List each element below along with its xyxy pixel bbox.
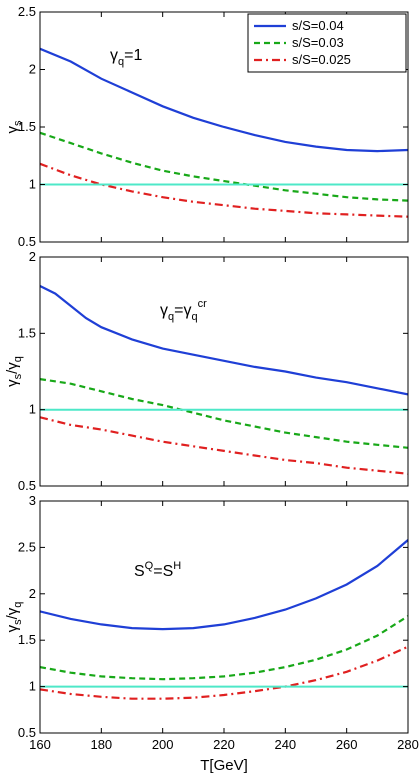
panel-1: 0.511.522.5γsγq=1s/S=0.04s/S=0.03s/S=0.0… [4, 4, 409, 249]
annotation-sup: Q [145, 560, 154, 572]
y-tick-label: 3 [29, 493, 36, 508]
annotation-base: γ [110, 47, 118, 64]
legend-entry: s/S=0.025 [292, 52, 351, 67]
y-label-sub: s [12, 120, 24, 126]
panel-annotation: SQ=SH [134, 560, 181, 580]
y-label-base: γ [4, 126, 21, 134]
series-line-s-S-0-04 [40, 539, 408, 631]
y-tick-label: 1 [29, 402, 36, 417]
y-axis-label: γs/γq [4, 602, 24, 633]
y-tick-label: 0.5 [18, 478, 36, 493]
series-line-s-S-0-03 [40, 131, 408, 202]
y-label-sub: s [12, 373, 24, 379]
x-tick-label: 260 [336, 737, 358, 752]
legend-entry: s/S=0.03 [292, 35, 344, 50]
plot-frame [39, 500, 409, 734]
y-tick-label: 1.5 [18, 632, 36, 647]
series-line-s-S-0-03 [40, 378, 408, 449]
panel-3: 0.5 1 1.5 2 2.5 3 160 180 200 220 240 260 280 γs/γq SQ… [4, 493, 419, 774]
annotation-rest: =γ [174, 302, 191, 319]
y-tick-label: 0.5 [18, 725, 36, 740]
x-tick-label: 160 [29, 737, 51, 752]
annotation-rest: =1 [124, 47, 142, 64]
x-axis-label: T[GeV] [200, 757, 248, 774]
series-line-s-S-0-025 [40, 416, 408, 475]
series-line-s-S-0-04 [40, 47, 408, 153]
annotation-base: γ [160, 302, 168, 319]
y-label-sub: s [12, 619, 24, 625]
y-axis-label: γs/γq [4, 356, 24, 387]
legend: s/S=0.04 s/S=0.03 s/S=0.025 [247, 13, 407, 73]
x-tick-label: 240 [274, 737, 296, 752]
y-tick-label: 2 [29, 62, 36, 77]
panel-annotation: γq=γqcr [160, 298, 207, 323]
annotation-sub: q [168, 311, 174, 323]
series-line-s-S-0-03 [40, 615, 408, 681]
y-tick-label: 1 [29, 679, 36, 694]
series-line-s-S-0-025 [40, 645, 408, 700]
y-axis-label: γs [4, 120, 24, 134]
x-tick-label: 280 [397, 737, 419, 752]
panel-annotation: γq=1 [110, 47, 142, 68]
y-tick-label: 2 [29, 586, 36, 601]
x-tick-label: 220 [213, 737, 235, 752]
y-tick-label: 0.5 [18, 234, 36, 249]
y-label-base: γ [4, 624, 21, 632]
annotation-sub: q [118, 56, 124, 68]
x-tick-label: 200 [152, 737, 174, 752]
annotation-sup2: H [173, 560, 181, 572]
legend-entry: s/S=0.04 [292, 18, 344, 33]
series-line-s-S-0-025 [40, 162, 408, 218]
annotation-base: S [134, 563, 145, 580]
y-label-rest: /γ [4, 607, 21, 619]
annotation-sub2: q [191, 311, 197, 323]
y-label-sub2: q [12, 356, 24, 362]
y-label-base: γ [4, 379, 21, 387]
series-line-s-S-0-04 [40, 285, 408, 396]
y-tick-label: 1.5 [18, 119, 36, 134]
y-tick-label: 2.5 [18, 539, 36, 554]
y-tick-label: 2.5 [18, 4, 36, 19]
y-tick-label: 1.5 [18, 325, 36, 340]
y-label-sub2: q [12, 602, 24, 608]
x-tick-label: 180 [90, 737, 112, 752]
y-tick-label: 1 [29, 177, 36, 192]
y-label-rest: /γ [4, 362, 21, 374]
annotation-sup2: cr [198, 298, 208, 310]
y-tick-label: 2 [29, 249, 36, 264]
annotation-rest: =S [153, 563, 173, 580]
